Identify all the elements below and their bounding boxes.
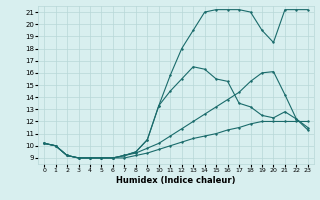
X-axis label: Humidex (Indice chaleur): Humidex (Indice chaleur) bbox=[116, 176, 236, 185]
